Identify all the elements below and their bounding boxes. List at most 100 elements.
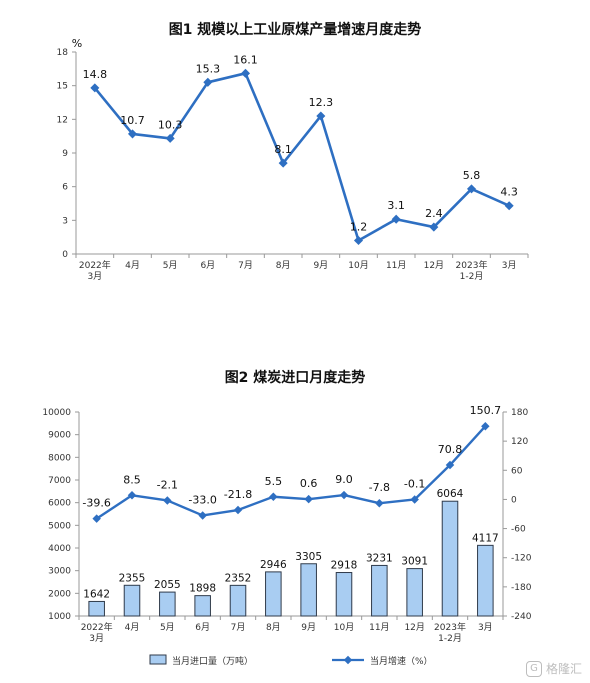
chart1-point	[203, 77, 213, 87]
chart2-xtick-label: 12月	[404, 622, 424, 633]
chart1-xtick-label: 4月	[125, 260, 140, 271]
chart2-bar-label: 3091	[401, 556, 428, 568]
chart1-ytick-label: 0	[62, 250, 68, 260]
chart1-xtick-label: 2022年 3月	[79, 259, 111, 282]
chart1-data-label: 15.3	[196, 62, 221, 75]
chart1-data-label: 12.3	[309, 96, 334, 109]
chart2-ytick-left-label: 4000	[48, 544, 71, 554]
chart1-data-label: 10.7	[120, 114, 145, 127]
chart2-growth-label: 8.5	[123, 473, 141, 486]
chart2-legend: 当月进口量（万吨） 当月增速（%）	[149, 654, 433, 667]
chart2-xtick-label: 4月	[125, 622, 140, 633]
chart2-bar	[265, 571, 282, 617]
chart2-bar-label: 2055	[154, 579, 181, 591]
chart2-ytick-right-label: 0	[511, 495, 517, 505]
chart2-xtick-label: 2022年 3月	[81, 621, 113, 644]
chart1-data-label: 5.8	[463, 169, 481, 182]
chart1-point	[316, 111, 326, 121]
chart2-bar	[441, 500, 459, 617]
chart1-data-label: 3.1	[387, 199, 405, 212]
chart1-ylabel: %	[72, 37, 82, 50]
chart2-growth-label: -21.8	[224, 488, 252, 501]
chart2-bar	[406, 568, 423, 617]
chart2-bar	[194, 595, 211, 617]
chart2-growth-label: 9.0	[335, 473, 353, 486]
chart1-xtick-label: 2023年 1-2月	[456, 259, 488, 282]
chart2-legend-line-marker	[343, 655, 353, 665]
chart1-ytick-label: 9	[62, 149, 68, 159]
chart1-data-label: 16.1	[233, 53, 258, 66]
chart2-bar	[88, 600, 105, 617]
watermark-logo-icon: G	[525, 660, 542, 677]
chart1-data-label: 2.4	[425, 207, 443, 220]
chart2-legend-bar-label: 当月进口量（万吨）	[172, 655, 253, 667]
chart2-growth-label: -33.0	[188, 493, 216, 506]
chart1-point	[90, 83, 100, 93]
chart2-growth-point	[163, 496, 172, 505]
chart2-bar-label: 2918	[331, 560, 358, 572]
chart2-bar	[229, 584, 247, 617]
chart1-xtick-label: 6月	[200, 260, 215, 271]
chart2-ytick-right-label: -180	[511, 583, 532, 593]
chart1-data-label: 4.3	[500, 186, 518, 199]
chart1-data-label: 10.3	[158, 118, 183, 131]
chart1-point	[240, 68, 251, 78]
chart2-growth-label: -7.8	[369, 481, 390, 494]
chart2-ytick-right-label: 180	[511, 408, 528, 418]
chart2-bar-label: 1898	[189, 583, 216, 595]
chart2-growth-point	[198, 511, 207, 520]
chart2-bar-label: 3305	[295, 551, 322, 563]
chart2-ytick-left-label: 3000	[48, 567, 71, 577]
watermark: G 格隆汇	[525, 660, 582, 677]
chart2-bar	[371, 564, 388, 617]
watermark-text: 格隆汇	[545, 662, 582, 676]
chart1-xtick-label: 11月	[386, 260, 406, 271]
chart2-ytick-right-label: 120	[511, 437, 528, 447]
chart2-bar	[159, 591, 176, 617]
chart2-legend-line-label: 当月增速（%）	[370, 655, 433, 667]
chart1-data-label: 1.2	[350, 221, 368, 234]
chart2-bar-label: 4117	[472, 532, 499, 544]
chart1-point	[127, 129, 138, 139]
chart2-xtick-label: 8月	[266, 622, 281, 633]
chart2-title: 图2 煤炭进口月度走势	[225, 369, 366, 386]
chart1-xtick-label: 5月	[163, 260, 178, 271]
chart2-ytick-right-label: 60	[511, 466, 523, 476]
chart2-bar-label: 3231	[366, 552, 393, 564]
chart2-growth-point	[269, 492, 278, 501]
chart2-bar-label: 6064	[437, 488, 464, 500]
chart2-ytick-left-label: 7000	[48, 476, 71, 486]
chart2-xtick-label: 3月	[478, 622, 493, 633]
chart1-ytick-label: 15	[57, 82, 68, 92]
chart2-growth-point	[481, 421, 490, 431]
chart1-xtick-label: 12月	[424, 260, 444, 271]
chart1-ytick-label: 18	[57, 48, 69, 58]
chart2-growth-point	[233, 505, 243, 515]
chart2-bar-label: 1642	[83, 588, 110, 600]
chart1-ytick-label: 3	[62, 216, 68, 226]
chart2-growth-label: 0.6	[300, 477, 318, 490]
chart2-growth-point	[375, 498, 384, 508]
chart2-bar-label: 2352	[225, 572, 252, 584]
chart2-growth-label: 150.7	[470, 404, 502, 417]
chart1-point	[504, 201, 514, 211]
chart2-ytick-left-label: 10000	[42, 408, 71, 418]
chart1-xtick-label: 3月	[502, 260, 517, 271]
chart2-growth-point	[445, 460, 455, 470]
chart2-growth-point	[127, 491, 137, 500]
chart2-growth-point	[339, 490, 349, 500]
chart1: 图1 规模以上工业原煤产量增速月度走势% 0 3 6 9 12 15 18 2022年 3月 4月 5…	[57, 21, 529, 282]
chart2-ytick-left-label: 9000	[48, 431, 71, 441]
chart1-title: 图1 规模以上工业原煤产量增速月度走势	[169, 21, 422, 38]
chart2-ytick-left-label: 2000	[48, 589, 71, 599]
chart2-growth-label: -0.1	[404, 477, 425, 490]
chart1-point	[165, 133, 175, 143]
chart1-xtick-label: 7月	[238, 260, 253, 271]
chart2-bar	[335, 572, 353, 617]
chart2-bar	[300, 563, 317, 617]
chart1-data-label: 14.8	[83, 68, 108, 81]
chart1-ytick-label: 6	[62, 183, 68, 193]
chart2-ytick-right-label: -120	[511, 554, 532, 564]
chart1-point	[391, 214, 401, 224]
